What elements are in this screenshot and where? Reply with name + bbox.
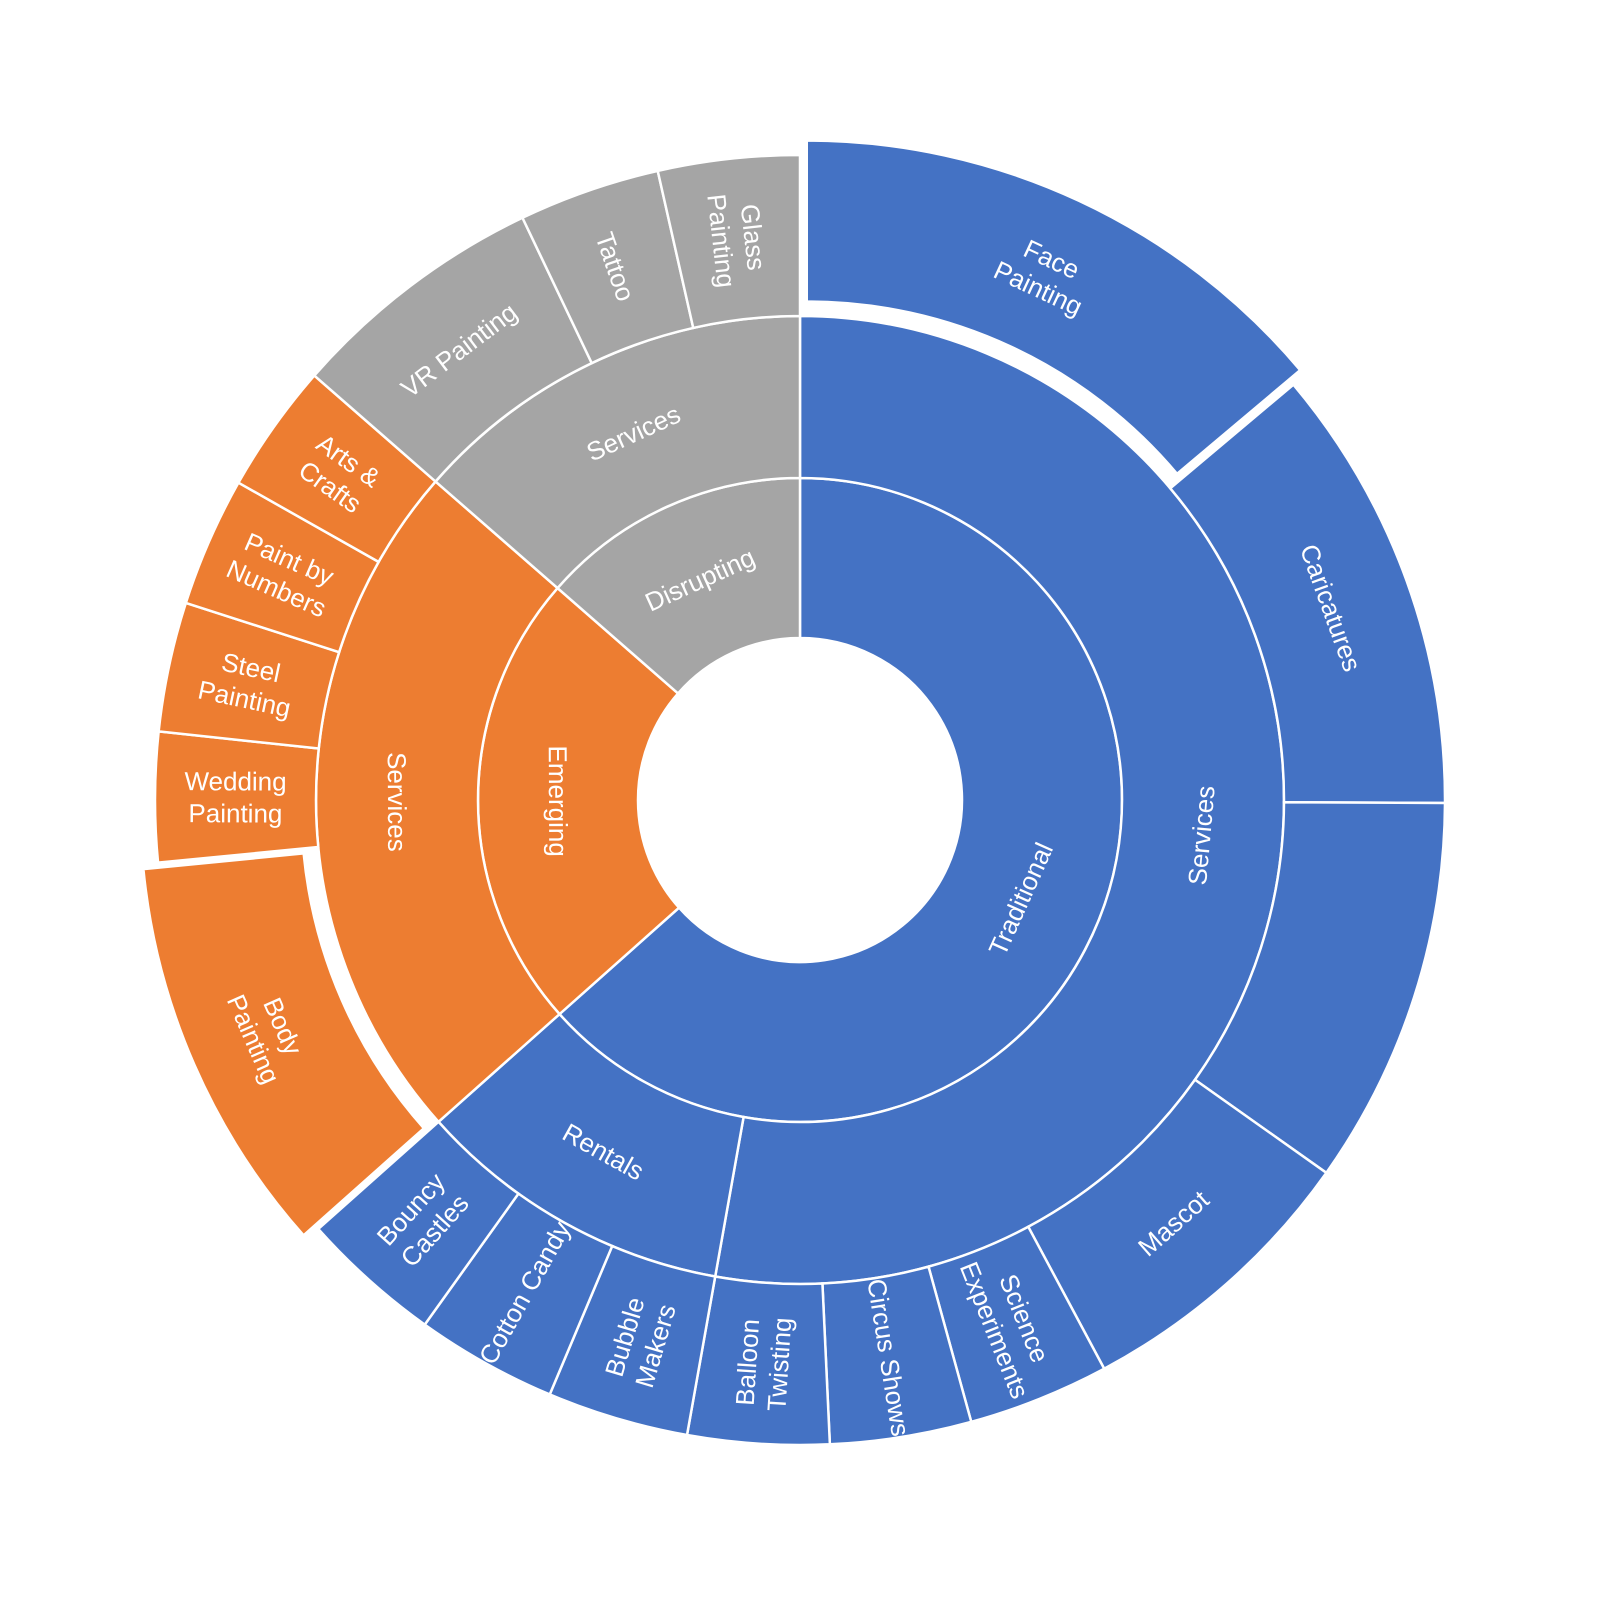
label-traditional-services-balloon-twisting: BalloonTwisting [729,1314,797,1412]
segment-traditional-rentals-bouncy-castles [316,1120,521,1327]
sunburst-segments [142,139,1447,1447]
segment-emerging-services-body-painting [142,852,426,1238]
label-traditional-services-face-painting: FacePainting [989,226,1100,322]
label-emerging-services-wedding-painting: Wedding Painting [184,766,286,828]
segment-disrupting-services-glass-painting [656,153,802,330]
segment-emerging-services-wedding-painting [153,730,321,865]
label-emerging: Emerging [543,745,574,856]
segment-traditional-services-face-painting [805,139,1302,476]
label-emerging-services: Services [382,752,412,852]
